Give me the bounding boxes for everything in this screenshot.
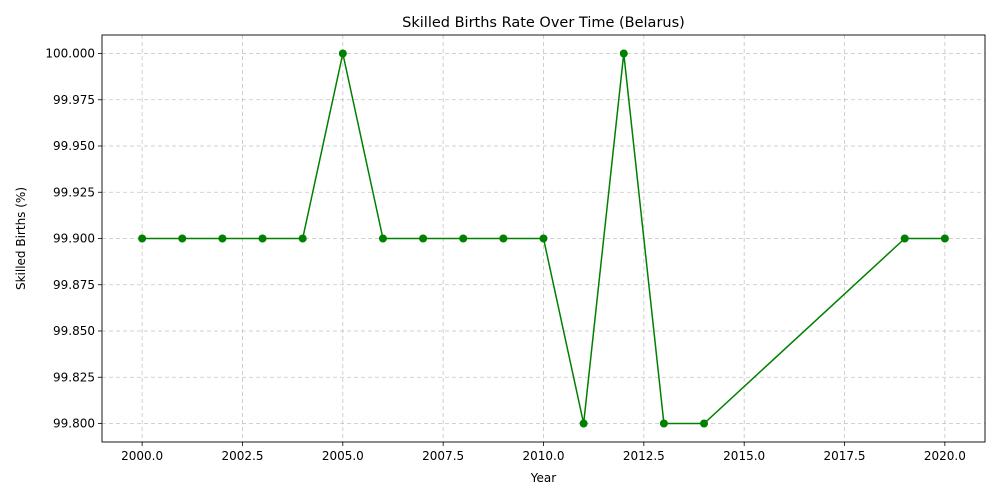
data-point	[579, 419, 588, 428]
data-point	[659, 419, 668, 428]
data-point	[298, 234, 307, 243]
data-point	[419, 234, 428, 243]
x-tick-label: 2000.0	[121, 449, 163, 463]
series-layer	[138, 49, 949, 428]
data-point	[178, 234, 187, 243]
data-point	[338, 49, 347, 58]
data-point	[459, 234, 468, 243]
x-tick-label: 2007.5	[422, 449, 464, 463]
x-axis-ticks: 2000.0 2002.5 2005.0 2007.5 2010.0 2012.5 2015…	[121, 442, 966, 463]
y-tick-label: 99.975	[53, 93, 95, 107]
y-tick-label: 100.000	[45, 47, 95, 61]
x-tick-label: 2020.0	[924, 449, 966, 463]
data-point	[619, 49, 628, 58]
data-point	[378, 234, 387, 243]
x-tick-label: 2017.5	[824, 449, 866, 463]
data-point	[900, 234, 909, 243]
data-point	[218, 234, 227, 243]
y-tick-label: 99.900	[53, 232, 95, 246]
x-tick-label: 2005.0	[322, 449, 364, 463]
data-point	[940, 234, 949, 243]
x-tick-label: 2012.5	[623, 449, 665, 463]
x-tick-label: 2010.0	[523, 449, 565, 463]
x-tick-label: 2015.0	[723, 449, 765, 463]
y-tick-label: 99.800	[53, 417, 95, 431]
y-tick-label: 99.950	[53, 139, 95, 153]
y-tick-label: 99.850	[53, 324, 95, 338]
y-axis-label: Skilled Births (%)	[14, 187, 28, 290]
data-point	[539, 234, 548, 243]
data-point	[499, 234, 508, 243]
data-point	[138, 234, 147, 243]
y-tick-label: 99.825	[53, 370, 95, 384]
y-axis-ticks: 99.800 99.825 99.850 99.875 99.900 99.925 99.9…	[45, 47, 102, 431]
x-tick-label: 2002.5	[221, 449, 263, 463]
data-point	[258, 234, 267, 243]
chart-title: Skilled Births Rate Over Time (Belarus)	[402, 15, 685, 31]
y-tick-label: 99.875	[53, 278, 95, 292]
y-tick-label: 99.925	[53, 185, 95, 199]
x-axis-label: Year	[530, 471, 556, 485]
data-point	[700, 419, 709, 428]
